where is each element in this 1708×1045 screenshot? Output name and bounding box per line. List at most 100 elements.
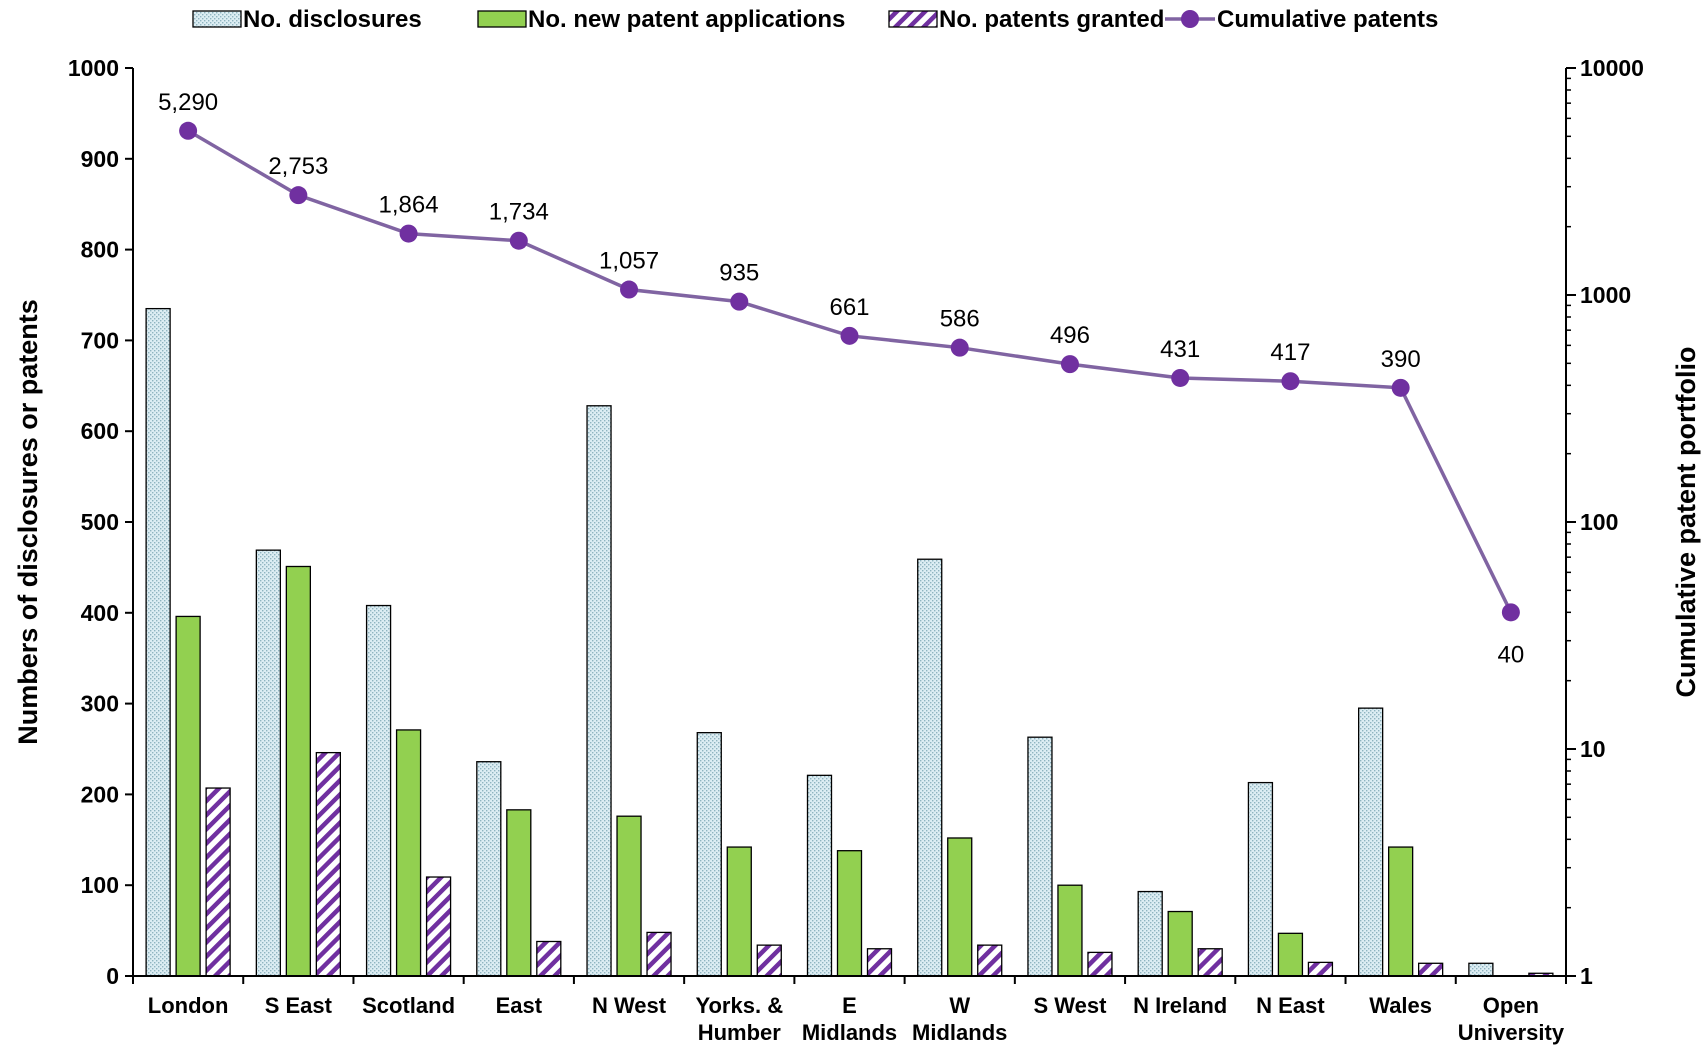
line-data-label-11: 417 (1270, 339, 1310, 366)
bar-2-10 (1167, 910, 1193, 977)
x-tick-label-line: Midlands (802, 1020, 897, 1045)
x-tick-label-7: E Midlands (802, 993, 897, 1045)
bar-1-13 (1468, 962, 1494, 977)
y-left-tick-label-9: 800 (81, 237, 119, 263)
y-left-tick-label-8: 700 (81, 327, 119, 353)
x-tick-label-line: N West (592, 993, 667, 1018)
y-left-tick-label-10: 900 (81, 146, 119, 172)
x-tick-label-line: W (949, 993, 970, 1018)
bar-2-5 (616, 815, 642, 977)
x-tick-label-10: N Ireland (1133, 993, 1227, 1018)
line-data-label-9: 496 (1050, 322, 1090, 349)
bar-1-1 (145, 307, 171, 977)
y-left-tick-label-5: 400 (81, 600, 119, 626)
x-tick-label-8: W Midlands (912, 993, 1007, 1045)
bar-3-9 (1087, 951, 1113, 977)
bar-3-7 (866, 948, 893, 977)
line-data-label-12: 390 (1381, 346, 1421, 373)
y-axis-left-title: Numbers of disclosures or patents (13, 299, 43, 745)
line-point-9 (1060, 355, 1079, 374)
bar-3-12 (1418, 962, 1444, 977)
y-right-tick-label-2: 10 (1580, 736, 1606, 762)
bar-2-7 (836, 850, 863, 977)
bar-3-11 (1307, 961, 1334, 977)
line-point-10 (1171, 368, 1190, 387)
line-data-label-5: 1,057 (599, 248, 659, 275)
bar-2-6 (726, 846, 752, 977)
line-point-6 (730, 292, 749, 311)
x-tick-label-line: Scotland (362, 993, 455, 1018)
line-data-label-10: 431 (1160, 336, 1200, 363)
bar-1-8 (917, 558, 943, 977)
y-right-tick-label-3: 100 (1580, 509, 1618, 535)
y-left-tick-label-6: 500 (81, 509, 119, 535)
x-tick-label-line: E (842, 993, 857, 1018)
y-left-tick-label-3: 200 (81, 781, 119, 807)
bar-2-3 (395, 729, 422, 977)
x-tick-label-2: S East (265, 993, 333, 1018)
bar-2-9 (1057, 884, 1083, 977)
bar-2-8 (947, 837, 973, 977)
x-tick-label-12: Wales (1369, 993, 1432, 1018)
bar-2-4 (506, 809, 532, 977)
line-point-4 (509, 231, 528, 250)
line-point-8 (950, 338, 969, 357)
bar-1-5 (586, 405, 612, 977)
y-left-tick-label-1: 0 (106, 963, 119, 989)
line-data-label-3: 1,864 (379, 192, 439, 219)
bar-1-2 (255, 549, 281, 977)
line-point-11 (1281, 372, 1300, 391)
line-data-label-7: 661 (829, 294, 869, 321)
x-tick-label-line: London (148, 993, 229, 1018)
line-point-3 (399, 224, 418, 243)
bar-3-5 (646, 931, 672, 977)
y-left-tick-label-11: 1000 (68, 55, 119, 81)
line-point-1 (179, 121, 198, 140)
bar-3-1 (205, 787, 231, 977)
bar-1-12 (1358, 707, 1384, 977)
bar-3-10 (1197, 948, 1223, 977)
y-axis-right-title: Cumulative patent portfolio (1671, 347, 1701, 698)
bar-3-6 (756, 944, 782, 977)
line-data-label-6: 935 (719, 260, 759, 287)
legend-swatch-2 (477, 10, 527, 28)
x-tick-label-4: East (496, 993, 543, 1018)
x-tick-label-6: Yorks. & Humber (695, 993, 783, 1045)
x-tick-label-line: Humber (698, 1020, 782, 1045)
bar-1-11 (1247, 781, 1274, 977)
x-tick-label-11: N East (1256, 993, 1325, 1018)
axes: 0 100 200 300 400 500 600 700 800 900 1000 1 10 100 10… (13, 55, 1701, 1045)
x-tick-label-line: Yorks. & (695, 993, 783, 1018)
bar-1-3 (365, 604, 392, 977)
x-tick-label-line: Wales (1369, 993, 1432, 1018)
y-right-tick-label-5: 10000 (1580, 55, 1644, 81)
line-point-2 (289, 186, 308, 205)
line-data-label-1: 5,290 (158, 89, 218, 116)
line-data-label-8: 586 (940, 306, 980, 333)
line-data-label-4: 1,734 (489, 199, 549, 226)
x-tick-label-line: N East (1256, 993, 1325, 1018)
legend-swatch-1 (192, 10, 242, 28)
bar-1-9 (1027, 736, 1053, 977)
line-point-13 (1501, 603, 1520, 622)
bar-3-3 (425, 876, 452, 977)
bar-3-4 (536, 940, 562, 977)
bar-3-8 (977, 944, 1003, 977)
line-data-label-13: 40 (1498, 641, 1525, 668)
bar-1-7 (806, 774, 833, 977)
x-tick-label-13: Open University (1458, 993, 1565, 1045)
x-tick-label-1: London (148, 993, 229, 1018)
x-tick-label-line: N Ireland (1133, 993, 1227, 1018)
y-left-tick-label-4: 300 (81, 691, 119, 717)
x-tick-label-5: N West (592, 993, 667, 1018)
x-tick-label-3: Scotland (362, 993, 455, 1018)
legend-label-4: Cumulative patents (1217, 6, 1438, 33)
y-left-tick-label-2: 100 (81, 872, 119, 898)
legend-swatch-marker-4 (1181, 10, 1199, 28)
y-right-tick-label-1: 1 (1580, 963, 1593, 989)
x-tick-label-line: S East (265, 993, 333, 1018)
bar-2-1 (175, 615, 201, 977)
x-tick-label-line: University (1458, 1020, 1565, 1045)
